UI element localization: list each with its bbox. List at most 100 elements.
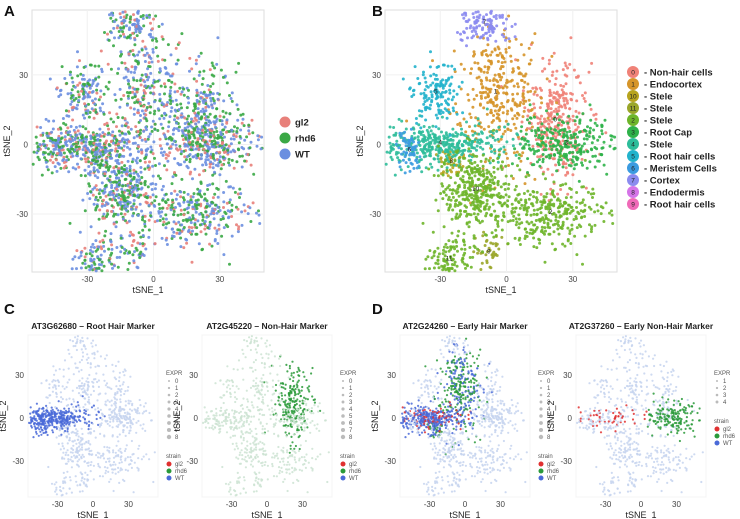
point [149, 145, 153, 149]
point [191, 217, 195, 220]
point [59, 131, 63, 135]
point [237, 148, 241, 152]
point [432, 157, 436, 161]
point [544, 177, 547, 181]
point [213, 66, 217, 70]
point [489, 9, 493, 13]
point [604, 131, 608, 135]
point [403, 155, 407, 159]
point [75, 267, 78, 271]
point [549, 127, 553, 131]
point [489, 111, 493, 115]
legend-swatch [279, 116, 291, 128]
point [550, 173, 554, 177]
point [399, 168, 403, 172]
point [248, 146, 252, 150]
point [119, 16, 123, 19]
point [571, 173, 575, 177]
legend-cluster-number: 10 [629, 93, 637, 100]
point [414, 144, 418, 148]
point [171, 132, 175, 136]
point [543, 148, 546, 152]
point [462, 67, 466, 71]
point [194, 104, 197, 108]
point [539, 211, 543, 215]
point [163, 92, 166, 96]
point [432, 251, 436, 254]
point [188, 216, 192, 220]
point [489, 130, 493, 134]
point [143, 157, 147, 160]
point [486, 43, 490, 47]
point [533, 106, 536, 110]
point [574, 75, 578, 79]
point [441, 142, 445, 146]
point [220, 146, 224, 150]
point [602, 220, 606, 223]
point [487, 125, 491, 129]
point [541, 172, 545, 176]
point [133, 18, 137, 22]
point [114, 98, 118, 102]
point [485, 211, 489, 215]
point [552, 91, 556, 95]
point [522, 192, 526, 195]
point [110, 387, 113, 390]
point [590, 61, 594, 65]
point [169, 145, 173, 149]
point [484, 239, 488, 243]
point [94, 239, 98, 243]
point [84, 252, 88, 256]
point [515, 220, 519, 224]
point [535, 190, 539, 194]
point [611, 222, 615, 225]
point [211, 173, 215, 177]
point [497, 73, 501, 76]
point [421, 221, 425, 225]
point [93, 102, 97, 106]
point [95, 91, 99, 95]
point [228, 210, 232, 214]
point [443, 107, 447, 111]
point [94, 269, 98, 273]
point [546, 116, 550, 120]
point [140, 48, 144, 52]
point [401, 158, 405, 162]
point [119, 26, 123, 30]
point [99, 163, 103, 167]
point [168, 115, 172, 119]
scatter-points [31, 9, 264, 273]
point [227, 215, 231, 219]
point [179, 236, 183, 240]
point [434, 125, 438, 129]
point [147, 15, 151, 19]
point [181, 134, 184, 138]
point [212, 130, 216, 134]
point [463, 251, 467, 255]
point [123, 10, 127, 14]
point [41, 142, 45, 146]
point [518, 243, 522, 246]
point [210, 139, 214, 143]
point [581, 163, 584, 167]
point [121, 217, 125, 221]
point [83, 262, 87, 266]
point [195, 156, 199, 160]
point [189, 218, 193, 222]
point [59, 88, 63, 92]
point [418, 155, 422, 159]
point [500, 203, 504, 207]
point [537, 237, 541, 241]
point [600, 129, 604, 133]
y-tick-label: 0 [24, 140, 29, 149]
point [496, 157, 500, 160]
point [153, 199, 157, 203]
point [450, 144, 454, 148]
point [118, 12, 122, 16]
point [83, 168, 87, 172]
point [525, 210, 529, 213]
point [131, 188, 135, 192]
point [554, 163, 558, 167]
point [403, 171, 407, 175]
point [228, 94, 231, 97]
